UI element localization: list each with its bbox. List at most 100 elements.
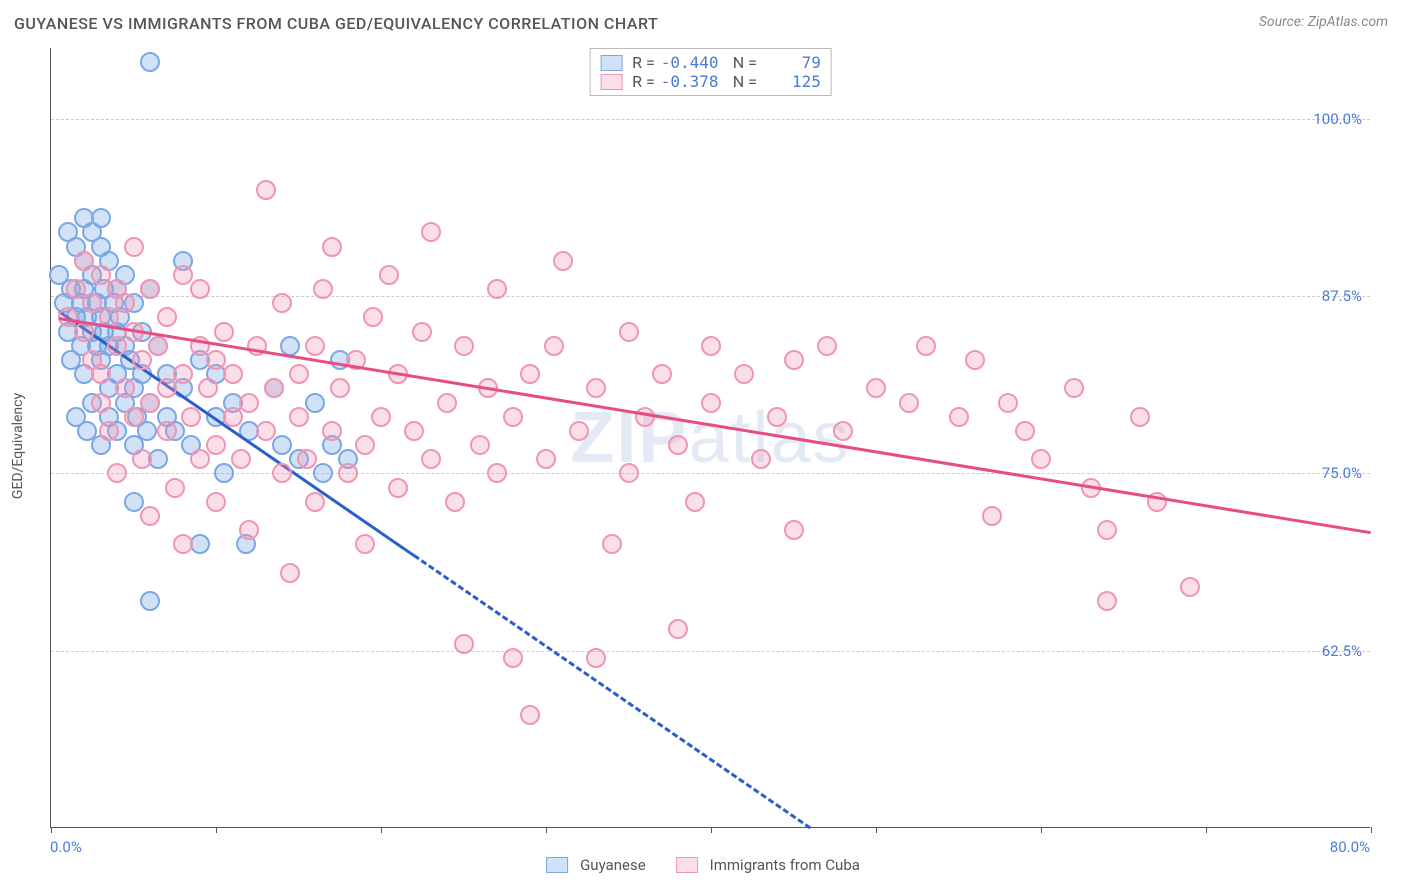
data-point: [91, 208, 111, 228]
data-point: [124, 492, 144, 512]
data-point: [899, 393, 919, 413]
data-point: [272, 435, 292, 455]
data-point: [363, 307, 383, 327]
gridline: [51, 651, 1370, 652]
data-point: [503, 648, 523, 668]
chart-title: GUYANESE VS IMMIGRANTS FROM CUBA GED/EQU…: [14, 14, 658, 33]
data-point: [569, 421, 589, 441]
data-point: [239, 393, 259, 413]
data-point: [206, 492, 226, 512]
data-point: [330, 378, 350, 398]
data-point: [124, 237, 144, 257]
data-point: [313, 463, 333, 483]
legend-item: Immigrants from Cuba: [676, 856, 860, 874]
data-point: [74, 251, 94, 271]
series-swatch: [600, 55, 622, 71]
stat-n-label: N =: [725, 72, 757, 91]
x-tick-label: 80.0%: [1330, 838, 1370, 856]
data-point: [132, 350, 152, 370]
data-point: [652, 364, 672, 384]
x-tick-label: 0.0%: [50, 838, 82, 856]
data-point: [206, 350, 226, 370]
data-point: [305, 492, 325, 512]
gridline: [51, 119, 1370, 120]
data-point: [685, 492, 705, 512]
source-attribution: Source: ZipAtlas.com: [1259, 14, 1388, 30]
stat-n-value: 79: [763, 53, 821, 72]
data-point: [82, 293, 102, 313]
data-point: [280, 563, 300, 583]
stat-r-value: -0.440: [661, 53, 719, 72]
data-point: [198, 378, 218, 398]
data-point: [115, 293, 135, 313]
data-point: [1064, 378, 1084, 398]
data-point: [619, 463, 639, 483]
data-point: [99, 421, 119, 441]
y-axis-title: GED/Equivalency: [10, 393, 26, 499]
data-point: [165, 478, 185, 498]
data-point: [91, 393, 111, 413]
data-point: [140, 393, 160, 413]
data-point: [140, 279, 160, 299]
data-point: [223, 364, 243, 384]
data-point: [239, 520, 259, 540]
y-tick-label: 87.5%: [1322, 287, 1362, 305]
data-point: [421, 222, 441, 242]
data-point: [404, 421, 424, 441]
legend-swatch: [546, 857, 568, 873]
data-point: [379, 265, 399, 285]
data-point: [264, 378, 284, 398]
series-legend: Guyanese Immigrants from Cuba: [546, 856, 860, 874]
stat-r-value: -0.378: [661, 72, 719, 91]
data-point: [322, 421, 342, 441]
data-point: [157, 421, 177, 441]
data-point: [586, 378, 606, 398]
data-point: [214, 322, 234, 342]
data-point: [437, 393, 457, 413]
data-point: [289, 407, 309, 427]
data-point: [272, 463, 292, 483]
data-point: [503, 407, 523, 427]
data-point: [487, 463, 507, 483]
x-tick: [51, 827, 52, 833]
x-tick: [1371, 827, 1372, 833]
x-tick: [1206, 827, 1207, 833]
data-point: [487, 279, 507, 299]
data-point: [66, 279, 86, 299]
data-point: [520, 705, 540, 725]
data-point: [256, 180, 276, 200]
stat-n-value: 125: [763, 72, 821, 91]
data-point: [454, 634, 474, 654]
data-point: [602, 534, 622, 554]
data-point: [256, 421, 276, 441]
y-tick-label: 100.0%: [1313, 110, 1362, 128]
legend-item: Guyanese: [546, 856, 646, 874]
data-point: [190, 279, 210, 299]
x-tick: [711, 827, 712, 833]
data-point: [338, 463, 358, 483]
data-point: [107, 336, 127, 356]
x-tick: [381, 827, 382, 833]
data-point: [668, 619, 688, 639]
data-point: [668, 435, 688, 455]
data-point: [412, 322, 432, 342]
data-point: [91, 265, 111, 285]
data-point: [965, 350, 985, 370]
data-point: [140, 52, 160, 72]
data-point: [544, 336, 564, 356]
data-point: [124, 407, 144, 427]
data-point: [1097, 591, 1117, 611]
x-tick: [1041, 827, 1042, 833]
data-point: [190, 449, 210, 469]
data-point: [140, 591, 160, 611]
data-point: [784, 350, 804, 370]
data-point: [833, 421, 853, 441]
data-point: [297, 449, 317, 469]
data-point: [421, 449, 441, 469]
stats-row: R =-0.378 N =125: [600, 72, 821, 91]
data-point: [1130, 407, 1150, 427]
data-point: [355, 435, 375, 455]
legend-label: Guyanese: [580, 856, 646, 874]
legend-label: Immigrants from Cuba: [710, 856, 860, 874]
data-point: [586, 648, 606, 668]
